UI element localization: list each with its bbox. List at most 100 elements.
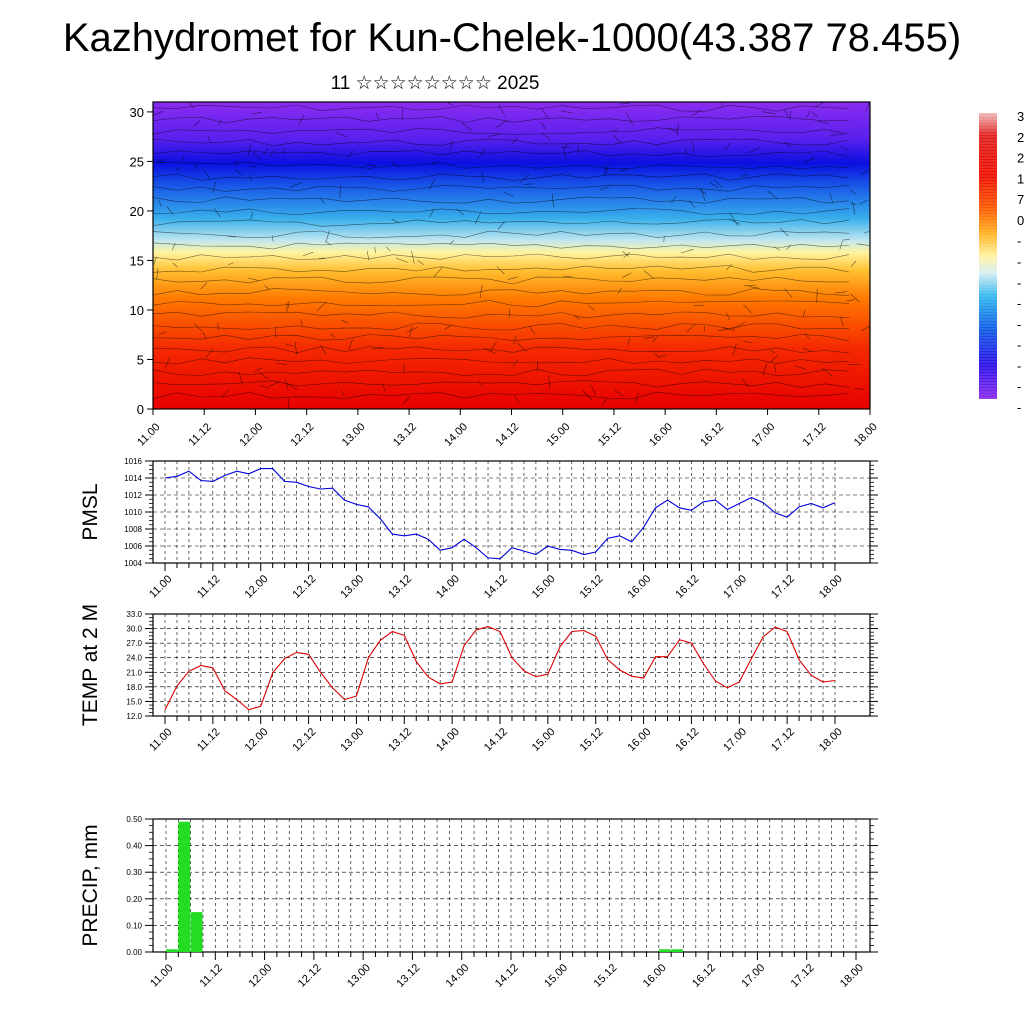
wind-barb: [264, 285, 270, 290]
wind-barb: [366, 251, 370, 261]
wind-barb: [822, 367, 834, 377]
heatmap-x-tick-label: 17.12: [801, 421, 829, 449]
y-tick-label: 0.50: [126, 815, 142, 824]
x-tick-label: 13.12: [386, 573, 414, 601]
wind-line: [153, 208, 850, 216]
heatmap-x-tick-label: 15.12: [596, 421, 624, 449]
colorbar-label: -: [1017, 379, 1021, 394]
wind-barb: [842, 239, 850, 241]
heatmap-x-axis: 11.00 11.12 12.00 12.12 13.00 13.12 14.00 14.12…: [135, 409, 880, 449]
x-tick-label: 18.00: [817, 573, 845, 601]
wind-barb: [402, 395, 411, 405]
wind-barb: [385, 246, 391, 252]
wind-barb: [318, 257, 325, 259]
wind-barb: [202, 332, 207, 339]
wind-barb: [732, 343, 737, 356]
wind-barb: [620, 102, 630, 105]
wind-barb: [449, 240, 455, 245]
wind-barb: [839, 240, 843, 250]
y-tick-label: 21.0: [126, 668, 142, 677]
x-tick-label: 12.12: [290, 726, 318, 754]
x-tick-label: 15.00: [530, 573, 558, 601]
heatmap-x-tick-label: 14.12: [493, 421, 521, 449]
wind-barb: [417, 260, 424, 266]
wind-barb: [803, 309, 806, 318]
wind-barb: [634, 392, 640, 405]
wind-barb: [524, 183, 533, 185]
x-tick-label: 11.00: [147, 726, 174, 753]
heatmap-x-tick-label: 13.12: [391, 421, 419, 449]
x-tick-label: 13.00: [338, 573, 366, 601]
x-tick-label: 12.00: [243, 573, 271, 601]
wind-line: [153, 346, 850, 354]
wind-barb: [444, 324, 452, 330]
wind-barb: [235, 160, 239, 167]
y-tick-label: 0.00: [126, 948, 142, 957]
wind-barb: [528, 326, 536, 335]
wind-barb: [411, 250, 415, 264]
wind-barb: [490, 341, 497, 351]
wind-barb: [286, 382, 298, 390]
wind-barb: [157, 331, 167, 336]
wind-line: [153, 299, 850, 308]
wind-barb: [340, 390, 345, 397]
x-tick-label: 17.00: [721, 573, 749, 601]
wind-barb: [250, 211, 254, 220]
x-tick-label: 16.00: [625, 573, 653, 601]
colorbar-label: -: [1017, 255, 1021, 270]
wind-barb: [390, 160, 399, 168]
wind-barb: [769, 354, 779, 364]
wind-barb: [247, 144, 252, 158]
wind-line: [153, 104, 850, 112]
wind-barb: [621, 272, 632, 278]
wind-barb: [284, 379, 289, 389]
wind-barb: [829, 133, 844, 136]
y-tick-label: 15.0: [126, 697, 142, 706]
y-tick-label: 1012: [124, 491, 142, 500]
wind-barb: [409, 326, 413, 337]
x-tick-label: 15.00: [542, 962, 570, 990]
x-tick-label: 12.00: [243, 726, 271, 754]
wind-barb: [214, 208, 222, 218]
x-tick-label: 14.12: [493, 962, 521, 990]
wind-barb: [478, 148, 486, 159]
y-axis-title: TEMP at 2 M: [79, 604, 102, 726]
x-tick-label: 11.12: [195, 726, 222, 753]
wind-barb: [850, 189, 857, 195]
wind-barb: [676, 123, 679, 136]
x-tick-label: 15.12: [578, 573, 606, 601]
wind-line: [153, 334, 850, 342]
colorbar-label: -: [1017, 275, 1021, 290]
wind-barb: [717, 328, 728, 332]
wind-barb: [259, 371, 268, 380]
wind-barb: [658, 354, 667, 357]
wind-barb: [158, 161, 165, 164]
wind-barb: [628, 337, 630, 346]
wind-barb: [212, 181, 216, 193]
wind-barb: [856, 243, 870, 246]
wind-barb: [541, 132, 551, 141]
x-tick-label: 18.00: [838, 962, 866, 990]
wind-barb: [643, 270, 655, 279]
wind-barb: [803, 157, 816, 163]
wind-barb: [806, 110, 811, 118]
wind-barb: [769, 349, 775, 354]
wind-barb: [461, 122, 473, 131]
wind-barb: [601, 398, 607, 407]
wind-barb: [276, 362, 287, 365]
wind-barb: [375, 112, 380, 121]
wind-barb: [817, 121, 830, 124]
colorbar-label: -: [1017, 338, 1021, 353]
x-tick-label: 16.00: [641, 962, 669, 990]
wind-barb: [644, 336, 655, 339]
colorbar-label: -: [1017, 317, 1021, 332]
x-tick-label: 11.12: [197, 962, 224, 989]
wind-barb: [692, 109, 701, 117]
wind-barb: [730, 213, 739, 226]
wind-barb: [686, 324, 696, 333]
wind-barb: [294, 342, 297, 356]
wind-barb: [513, 336, 517, 345]
heatmap-y-tick-label: 15: [130, 253, 144, 268]
heatmap-y-tick-label: 10: [130, 303, 144, 318]
wind-barb: [341, 319, 349, 324]
